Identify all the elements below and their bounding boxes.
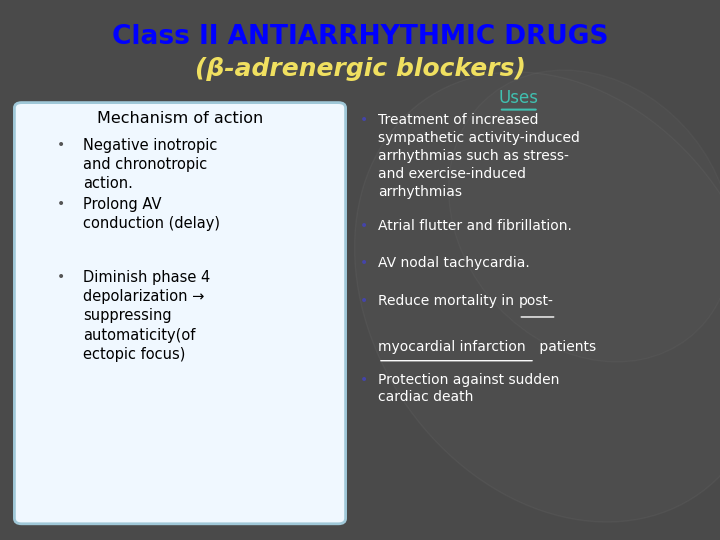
Text: Negative inotropic
and chronotropic
action.: Negative inotropic and chronotropic acti… [83,138,217,191]
Text: Reduce mortality in: Reduce mortality in [378,294,518,308]
Text: patients: patients [535,340,596,354]
Text: myocardial infarction: myocardial infarction [378,340,526,354]
Text: •: • [359,256,368,271]
Text: •: • [359,294,368,308]
Text: Protection against sudden
cardiac death: Protection against sudden cardiac death [378,373,559,404]
Text: Prolong AV
conduction (delay): Prolong AV conduction (delay) [83,197,220,231]
Text: Diminish phase 4
depolarization →
suppressing
automaticity(of
ectopic focus): Diminish phase 4 depolarization → suppre… [83,270,210,362]
Text: •: • [57,197,66,211]
Text: •: • [359,373,368,387]
Text: Class II ANTIARRHYTHMIC DRUGS: Class II ANTIARRHYTHMIC DRUGS [112,24,608,50]
Text: (β-adrenergic blockers): (β-adrenergic blockers) [194,57,526,80]
Ellipse shape [449,70,720,362]
Text: Atrial flutter and fibrillation.: Atrial flutter and fibrillation. [378,219,572,233]
Text: •: • [359,113,368,127]
Text: Mechanism of action: Mechanism of action [97,111,263,126]
Ellipse shape [354,72,720,522]
Text: post-: post- [518,294,553,308]
Text: •: • [359,219,368,233]
Text: Uses: Uses [498,89,539,107]
Text: •: • [57,138,66,152]
Text: •: • [57,270,66,284]
Text: AV nodal tachycardia.: AV nodal tachycardia. [378,256,530,271]
FancyBboxPatch shape [14,103,346,524]
Text: Treatment of increased
sympathetic activity-induced
arrhythmias such as stress-
: Treatment of increased sympathetic activ… [378,113,580,199]
